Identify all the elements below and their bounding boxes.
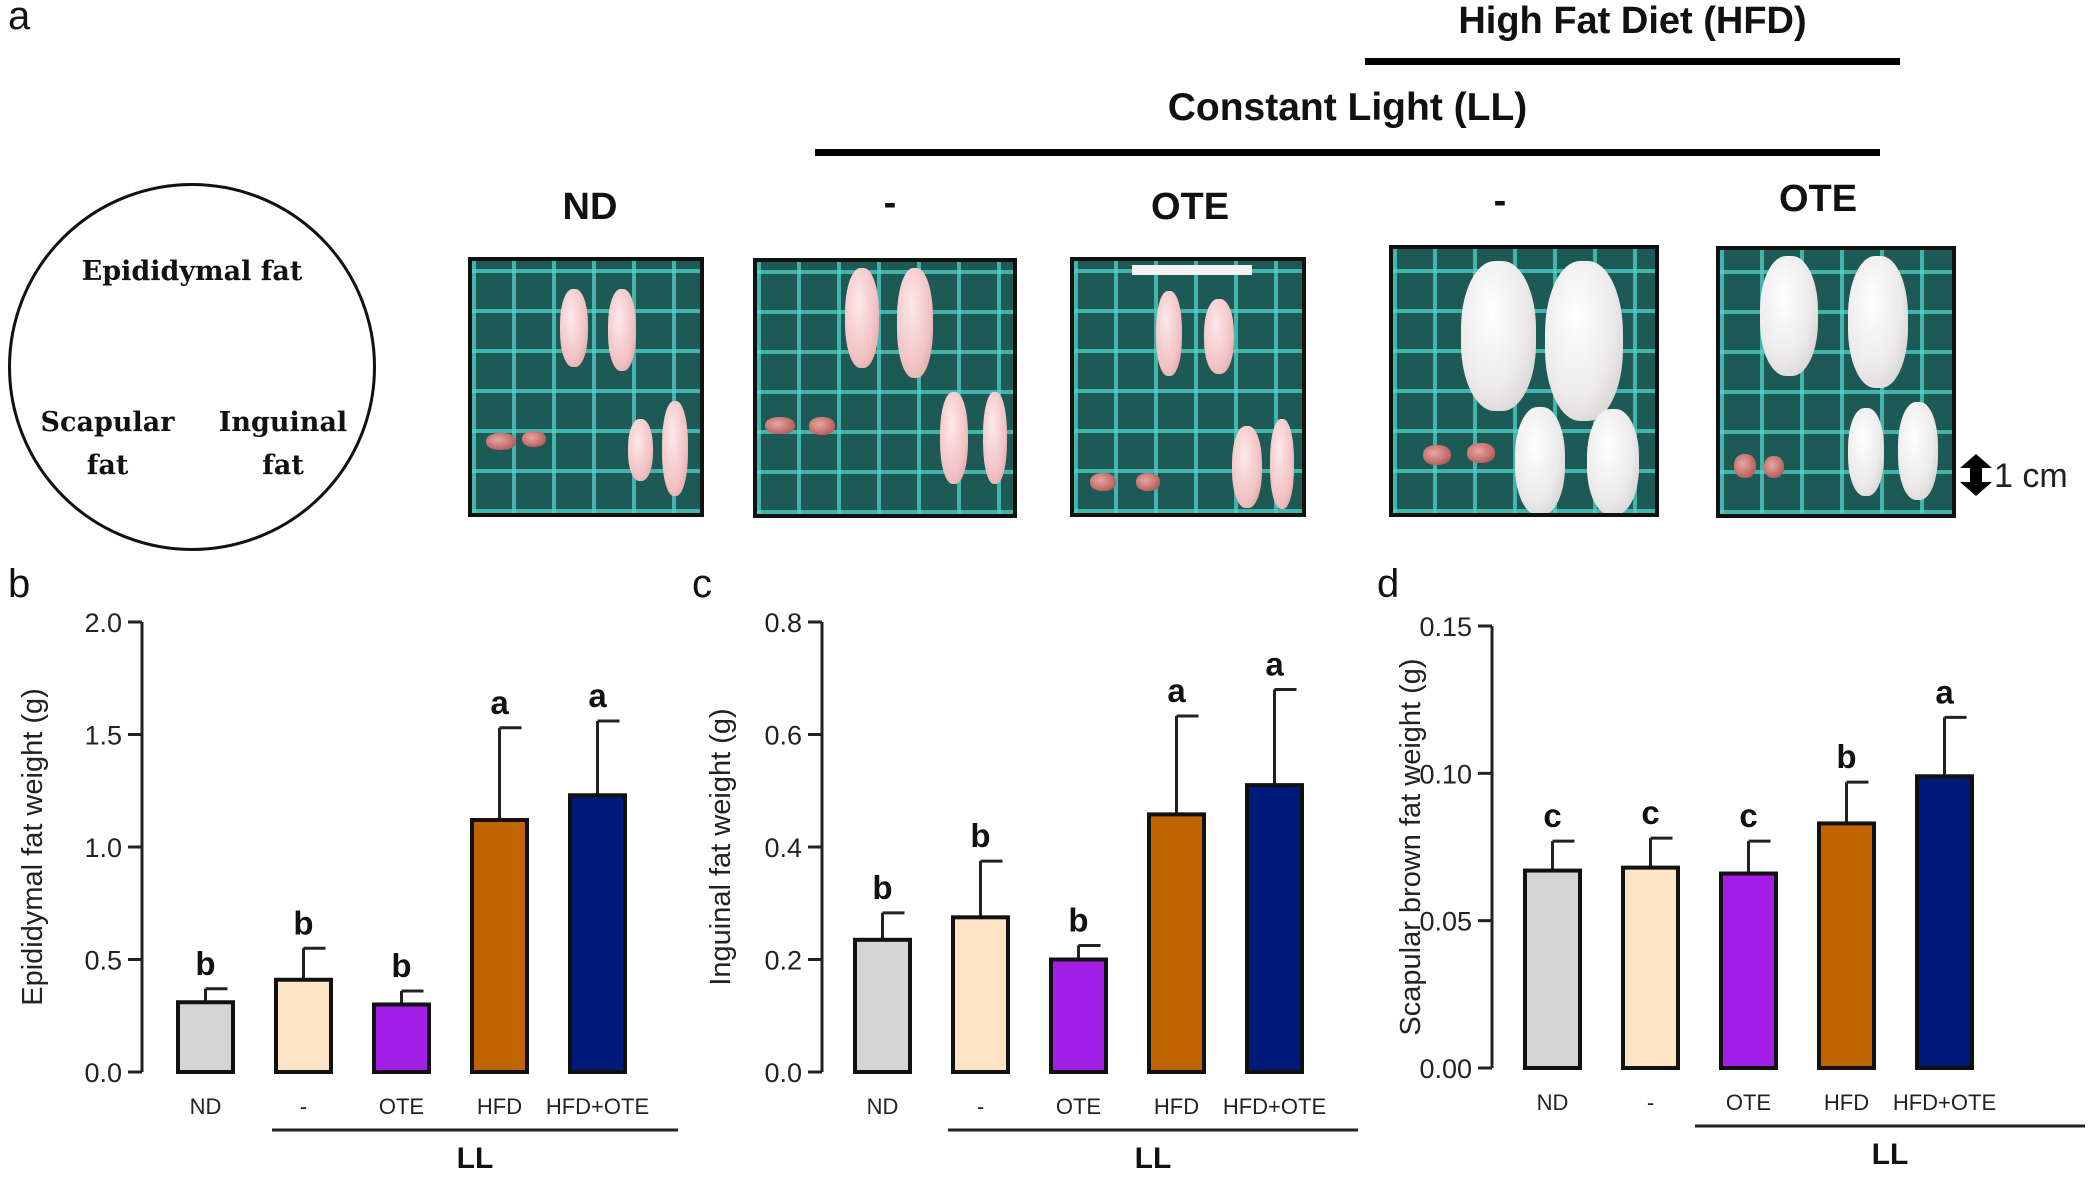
y-tick-label: 0.4: [764, 833, 802, 863]
x-tick-label: HFD: [477, 1094, 522, 1119]
bar-1: [853, 937, 912, 1074]
photo-ll: [753, 258, 1017, 518]
bar-4: [470, 818, 529, 1074]
significance-letter: b: [391, 947, 411, 984]
bar-3: [1049, 957, 1108, 1074]
x-tick-label: -: [977, 1094, 984, 1119]
x-tick-label: ND: [867, 1094, 899, 1119]
x-tick-label: HFD+OTE: [1893, 1090, 1996, 1115]
photo-hfd-ote: [1716, 246, 1956, 518]
group-label-hfd-ote: OTE: [1778, 178, 1858, 220]
x-tick-label: -: [1647, 1090, 1654, 1115]
y-tick-label: 0.0: [764, 1058, 802, 1088]
hfd-header: High Fat Diet (HFD): [1458, 0, 1807, 42]
x-tick-label: OTE: [379, 1094, 424, 1119]
significance-letter: c: [1641, 794, 1659, 831]
y-tick-label: 1.5: [84, 721, 122, 751]
y-axis-title: Scapular brown fat weight (g): [1395, 658, 1427, 1035]
significance-letter: a: [1167, 672, 1186, 709]
y-tick-label: 0.8: [764, 608, 802, 638]
significance-letter: b: [970, 817, 990, 854]
panel-label-b: b: [8, 562, 31, 606]
significance-letter: a: [490, 684, 509, 721]
y-tick-label: 0.05: [1419, 907, 1472, 937]
y-tick-label: 0.10: [1419, 759, 1472, 789]
ll-group-label: LL: [1872, 1138, 1909, 1171]
bar-1: [176, 1000, 235, 1074]
chart-epididymal: 0.0 0.5 1.0 1.5 2.0 Epididymal fat weight (g)…: [17, 608, 678, 1175]
y-axis-title: Epididymal fat weight (g): [17, 688, 49, 1006]
group-label-nd: ND: [562, 186, 618, 228]
y-tick-label: 2.0: [84, 608, 122, 638]
y-tick-label: 1.0: [84, 833, 122, 863]
bar-3: [1719, 871, 1778, 1070]
double-arrow-icon: [1960, 454, 1992, 496]
bar-4: [1147, 812, 1206, 1074]
significance-letter: c: [1543, 797, 1561, 834]
x-tick-label: OTE: [1056, 1094, 1101, 1119]
bar-2: [274, 977, 333, 1074]
ll-group-label: LL: [1135, 1142, 1172, 1175]
bar-3: [372, 1002, 431, 1074]
significance-letter: b: [872, 869, 892, 906]
y-tick-label: 0.15: [1419, 612, 1472, 642]
x-tick-label: OTE: [1726, 1090, 1771, 1115]
y-tick-label: 0.00: [1419, 1054, 1472, 1084]
significance-letter: c: [1739, 797, 1757, 834]
x-tick-label: ND: [1537, 1090, 1569, 1115]
bar-2: [1621, 865, 1680, 1071]
photo-nd: [468, 257, 704, 517]
significance-letter: b: [195, 945, 215, 982]
scale-label: 1 cm: [1994, 457, 2068, 495]
bar-5: [1915, 774, 1974, 1070]
ll-group-label: LL: [457, 1142, 494, 1175]
significance-letter: b: [1068, 901, 1088, 938]
hfd-line: [1365, 58, 1900, 65]
bar-5: [1245, 783, 1304, 1074]
chart-scapular: 0.00 0.05 0.10 0.15 Scapular brown fat weigh…: [1395, 612, 2085, 1171]
significance-letter: b: [293, 904, 313, 941]
group-label-ll-minus: -: [883, 182, 897, 224]
diagram-scapular-label-1: Scapular: [40, 407, 175, 438]
x-tick-label: HFD+OTE: [546, 1094, 649, 1119]
y-tick-label: 0.5: [84, 946, 122, 976]
x-tick-label: -: [300, 1094, 307, 1119]
x-tick-label: ND: [190, 1094, 222, 1119]
chart-inguinal: 0.0 0.2 0.4 0.6 0.8 Inguinal fat weight (g) b N…: [705, 608, 1358, 1175]
bar-2: [951, 915, 1010, 1074]
ll-line: [815, 149, 1880, 156]
bar-5: [568, 793, 627, 1074]
y-tick-label: 0.6: [764, 721, 802, 751]
significance-letter: b: [1836, 738, 1856, 775]
bar-4: [1817, 821, 1876, 1070]
y-axis-title: Inguinal fat weight (g): [705, 708, 737, 985]
x-tick-label: HFD: [1154, 1094, 1199, 1119]
photo-hfd: [1389, 245, 1659, 517]
x-tick-label: HFD: [1824, 1090, 1869, 1115]
x-tick-label: HFD+OTE: [1223, 1094, 1326, 1119]
ll-header: Constant Light (LL): [1167, 86, 1528, 129]
panel-label-d: d: [1377, 562, 1400, 606]
panel-label-a: a: [8, 0, 31, 38]
significance-letter: a: [1935, 673, 1954, 710]
diagram-inguinal-label-1: Inguinal: [218, 407, 348, 438]
bar-1: [1523, 868, 1582, 1070]
panel-label-c: c: [692, 562, 712, 606]
y-tick-label: 0.2: [764, 946, 802, 976]
group-label-hfd-minus: -: [1493, 180, 1507, 222]
fat-depot-diagram: [8, 183, 376, 551]
scale-bar: 1 cm: [1960, 454, 2068, 496]
diagram-epididymal-label: Epididymal fat: [81, 256, 303, 287]
significance-letter: a: [588, 677, 607, 714]
y-tick-label: 0.0: [84, 1058, 122, 1088]
photo-ll-ote: [1070, 257, 1306, 517]
diagram-scapular-label-2: fat: [86, 450, 129, 481]
group-label-ll-ote: OTE: [1150, 186, 1230, 228]
significance-letter: a: [1265, 646, 1284, 683]
diagram-inguinal-label-2: fat: [262, 450, 304, 481]
